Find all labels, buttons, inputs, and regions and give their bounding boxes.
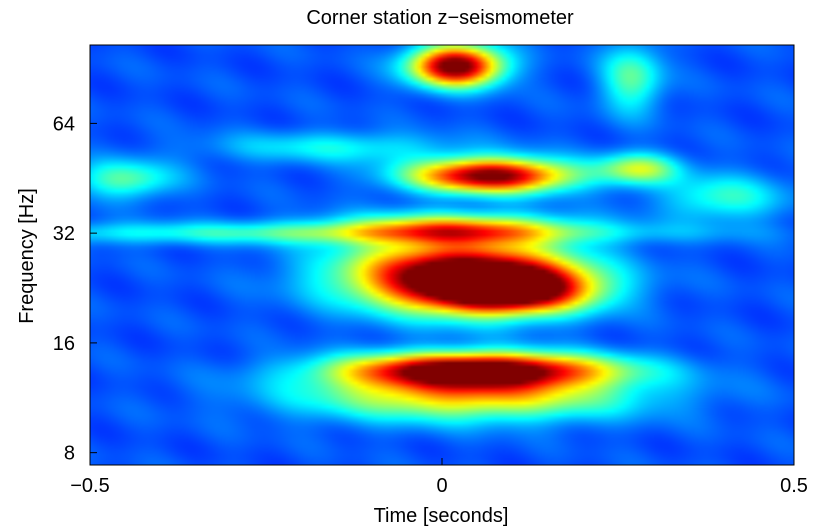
x-axis-label: Time [seconds]	[374, 505, 509, 527]
plot-area	[89, 44, 795, 466]
chart-title: Corner station z−seismometer	[306, 7, 574, 29]
axis-ticks: −0.5 0 0.5 8 16 32 64	[53, 113, 808, 497]
y-tick-label: 32	[53, 223, 75, 245]
x-tick-label: 0	[436, 475, 447, 497]
x-tick-label: −0.5	[70, 475, 109, 497]
y-tick-label: 16	[53, 333, 75, 355]
y-tick-label: 64	[53, 113, 75, 135]
y-tick-label: 8	[64, 443, 75, 465]
x-tick-label: 0.5	[780, 475, 808, 497]
y-axis-label: Frequency [Hz]	[16, 188, 38, 324]
spectrogram-heatmap	[90, 45, 794, 465]
